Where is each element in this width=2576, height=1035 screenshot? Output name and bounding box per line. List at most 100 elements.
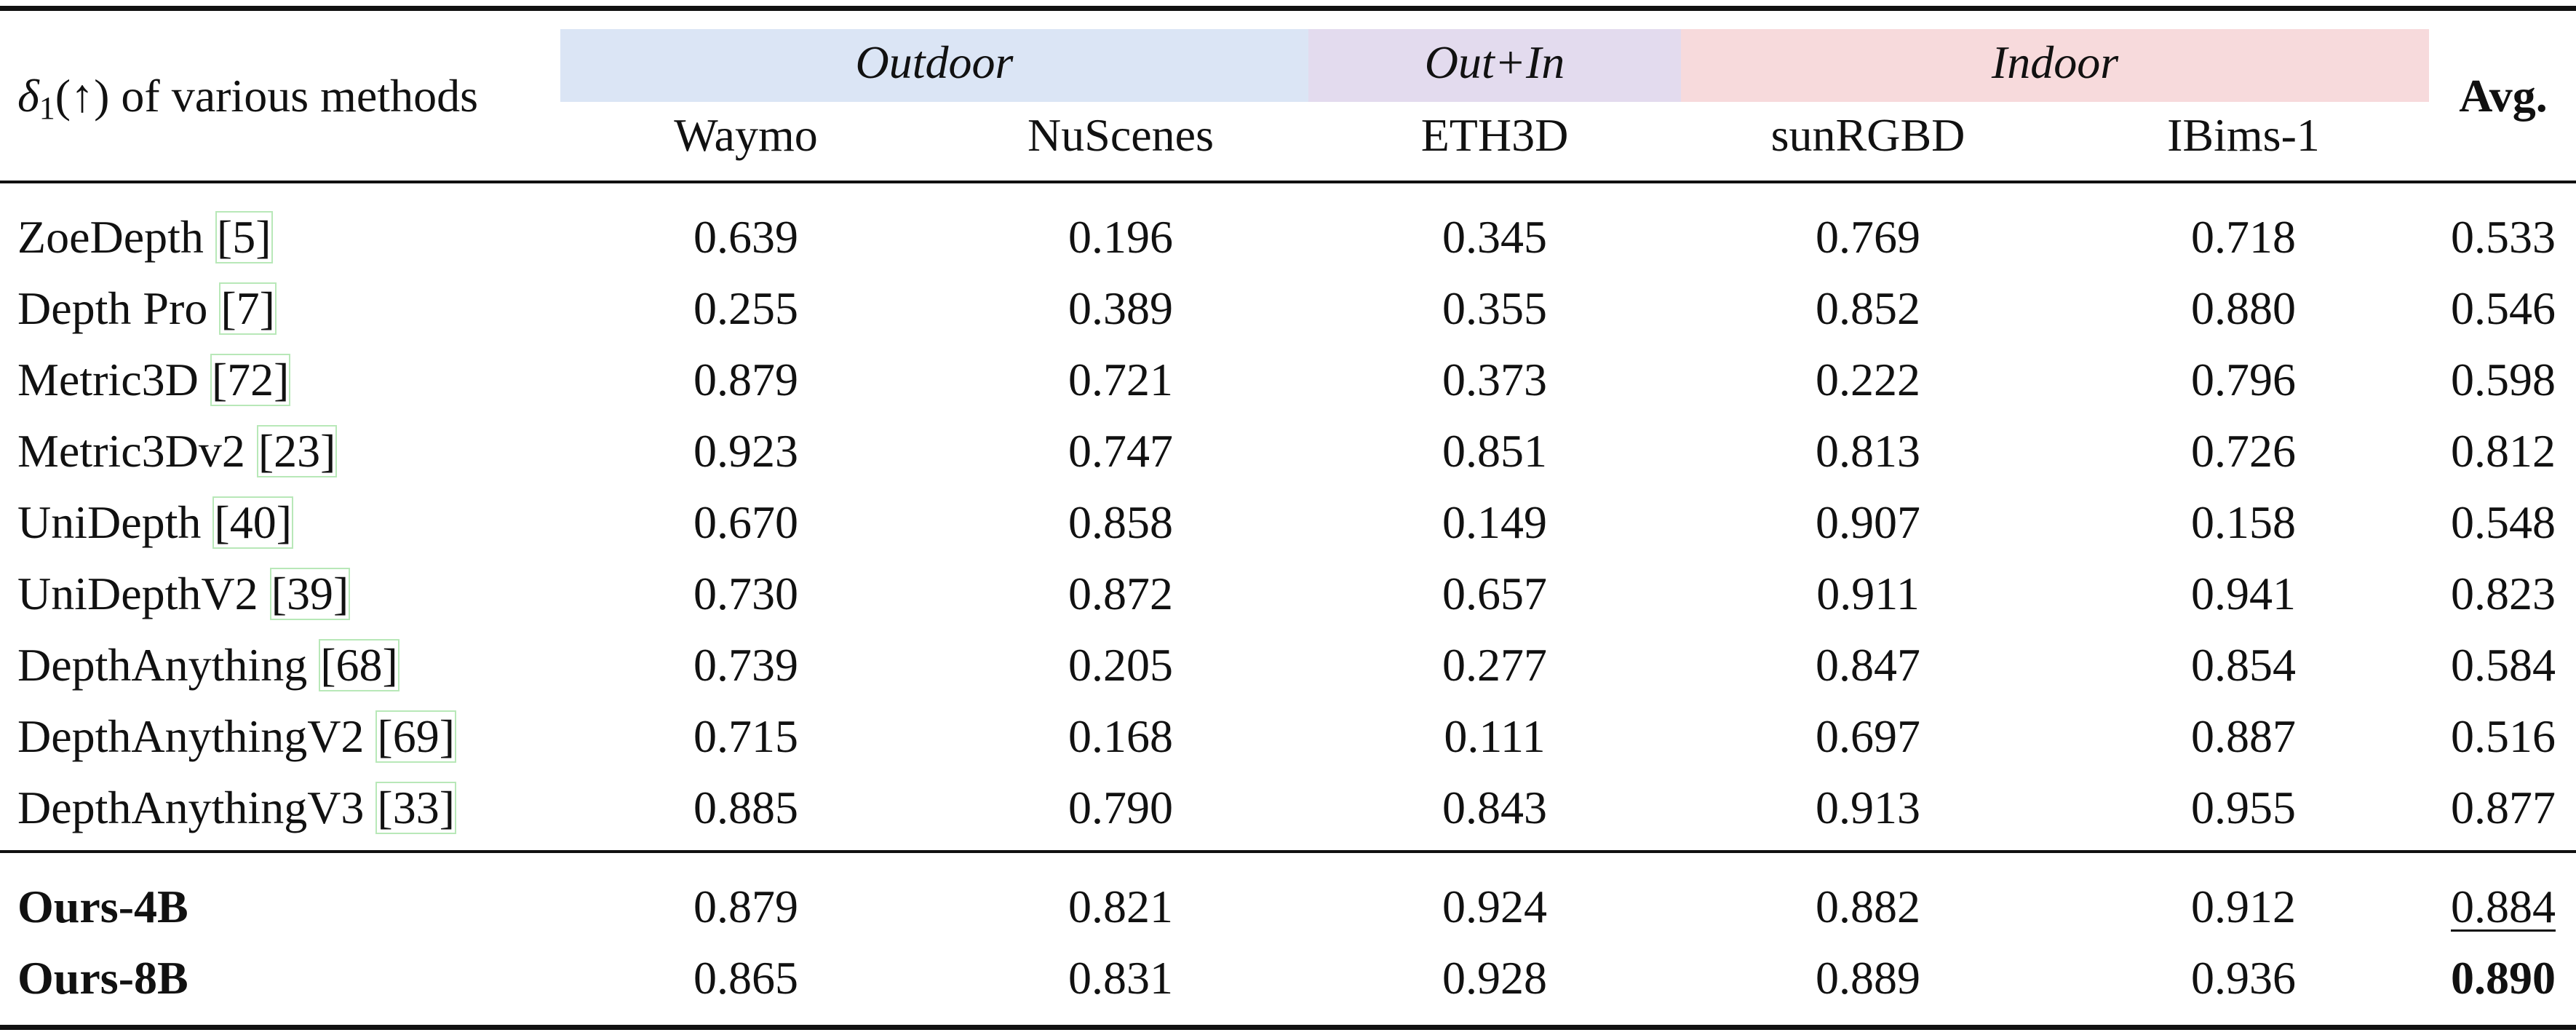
citation-link[interactable]: [5] xyxy=(215,211,273,263)
method-name: DepthAnything [68] xyxy=(17,639,399,691)
group-out-in: Out+In xyxy=(1424,36,1565,88)
table-cell: 0.889 xyxy=(1816,952,1920,1004)
table-cell: 0.721 xyxy=(1068,354,1173,405)
group-indoor: Indoor xyxy=(1991,36,2119,88)
method-label: Metric3D xyxy=(17,354,210,405)
citation-link[interactable]: [33] xyxy=(375,782,457,834)
method-label: ZoeDepth xyxy=(17,211,215,263)
col-header-avg: Avg. xyxy=(2459,70,2548,122)
citation-link[interactable]: [7] xyxy=(219,282,277,335)
method-label: DepthAnythingV3 xyxy=(17,782,376,833)
table-cell: 0.923 xyxy=(693,425,798,477)
table-cell: 0.715 xyxy=(693,710,798,762)
avg-cell: 0.812 xyxy=(2451,425,2556,477)
table-cell: 0.913 xyxy=(1816,782,1920,833)
avg-cell: 0.890 xyxy=(2451,952,2556,1004)
table-cell: 0.852 xyxy=(1816,282,1920,334)
group-outdoor: Outdoor xyxy=(855,36,1014,88)
table-cell: 0.373 xyxy=(1442,354,1547,405)
avg-cell: 0.823 xyxy=(2451,568,2556,619)
table-cell: 0.907 xyxy=(1816,496,1920,548)
delta-symbol: δ xyxy=(17,70,39,122)
table-cell: 0.718 xyxy=(2191,211,2296,263)
method-label: Depth Pro xyxy=(17,282,220,334)
table-cell: 0.255 xyxy=(693,282,798,334)
table-cell: 0.697 xyxy=(1816,710,1920,762)
citation-link[interactable]: [69] xyxy=(375,710,457,763)
header-rule xyxy=(0,181,2576,183)
table-cell: 0.924 xyxy=(1442,881,1547,932)
table-cell: 0.955 xyxy=(2191,782,2296,833)
table-cell: 0.941 xyxy=(2191,568,2296,619)
avg-cell: 0.546 xyxy=(2451,282,2556,334)
table-cell: 0.858 xyxy=(1068,496,1173,548)
table-cell: 0.936 xyxy=(2191,952,2296,1004)
avg-cell: 0.598 xyxy=(2451,354,2556,405)
method-name: UniDepthV2 [39] xyxy=(17,568,351,620)
citation-link[interactable]: [68] xyxy=(319,639,399,691)
table-cell: 0.854 xyxy=(2191,639,2296,691)
table-cell: 0.847 xyxy=(1816,639,1920,691)
table-cell: 0.747 xyxy=(1068,425,1173,477)
citation-link[interactable]: [72] xyxy=(210,354,291,406)
table-cell: 0.149 xyxy=(1442,496,1547,548)
table-cell: 0.769 xyxy=(1816,211,1920,263)
top-rule xyxy=(0,6,2576,11)
citation-link[interactable]: [40] xyxy=(212,496,294,549)
table-cell: 0.880 xyxy=(2191,282,2296,334)
table-cell: 0.879 xyxy=(693,354,798,405)
method-name: Depth Pro [7] xyxy=(17,282,277,335)
table-cell: 0.657 xyxy=(1442,568,1547,619)
table-cell: 0.887 xyxy=(2191,710,2296,762)
table-cell: 0.851 xyxy=(1442,425,1547,477)
table-cell: 0.928 xyxy=(1442,952,1547,1004)
outdoor-band xyxy=(560,29,1308,102)
corner-header: δ1(↑) of various methods xyxy=(17,70,478,135)
avg-cell: 0.584 xyxy=(2451,639,2556,691)
method-label: DepthAnythingV2 xyxy=(17,710,376,762)
table-cell: 0.879 xyxy=(693,881,798,932)
table-cell: 0.790 xyxy=(1068,782,1173,833)
col-header-nuscenes: NuScenes xyxy=(1027,109,1214,161)
method-label: UniDepthV2 xyxy=(17,568,270,619)
table-cell: 0.158 xyxy=(2191,496,2296,548)
method-name: Metric3D [72] xyxy=(17,354,291,406)
table-cell: 0.277 xyxy=(1442,639,1547,691)
method-name: DepthAnythingV2 [69] xyxy=(17,710,457,763)
table-cell: 0.168 xyxy=(1068,710,1173,762)
table-cell: 0.885 xyxy=(693,782,798,833)
table-cell: 0.389 xyxy=(1068,282,1173,334)
table-cell: 0.670 xyxy=(693,496,798,548)
col-header-eth3d: ETH3D xyxy=(1420,109,1569,161)
outin-band xyxy=(1308,29,1681,102)
avg-cell: 0.533 xyxy=(2451,211,2556,263)
method-label: UniDepth xyxy=(17,496,213,548)
mid-rule xyxy=(0,850,2576,853)
method-name: ZoeDepth [5] xyxy=(17,211,273,263)
table-cell: 0.813 xyxy=(1816,425,1920,477)
up-arrow-icon: (↑) xyxy=(55,70,110,122)
table-cell: 0.739 xyxy=(693,639,798,691)
col-header-waymo: Waymo xyxy=(674,109,818,161)
method-label: Metric3Dv2 xyxy=(17,425,257,477)
table-cell: 0.912 xyxy=(2191,881,2296,932)
table-cell: 0.111 xyxy=(1444,710,1546,762)
ours-method-name: Ours-4B xyxy=(17,881,188,932)
table-cell: 0.730 xyxy=(693,568,798,619)
method-name: DepthAnythingV3 [33] xyxy=(17,782,457,834)
method-name: Metric3Dv2 [23] xyxy=(17,425,338,477)
avg-cell: 0.516 xyxy=(2451,710,2556,762)
avg-cell: 0.548 xyxy=(2451,496,2556,548)
table-cell: 0.865 xyxy=(693,952,798,1004)
citation-link[interactable]: [23] xyxy=(256,425,338,477)
table-cell: 0.821 xyxy=(1068,881,1173,932)
table-cell: 0.726 xyxy=(2191,425,2296,477)
table-cell: 0.345 xyxy=(1442,211,1547,263)
table-cell: 0.205 xyxy=(1068,639,1173,691)
indoor-band xyxy=(1681,29,2429,102)
method-name: UniDepth [40] xyxy=(17,496,294,549)
table-cell: 0.796 xyxy=(2191,354,2296,405)
citation-link[interactable]: [39] xyxy=(269,568,351,620)
ours-method-name: Ours-8B xyxy=(17,952,188,1004)
bottom-rule xyxy=(0,1025,2576,1030)
